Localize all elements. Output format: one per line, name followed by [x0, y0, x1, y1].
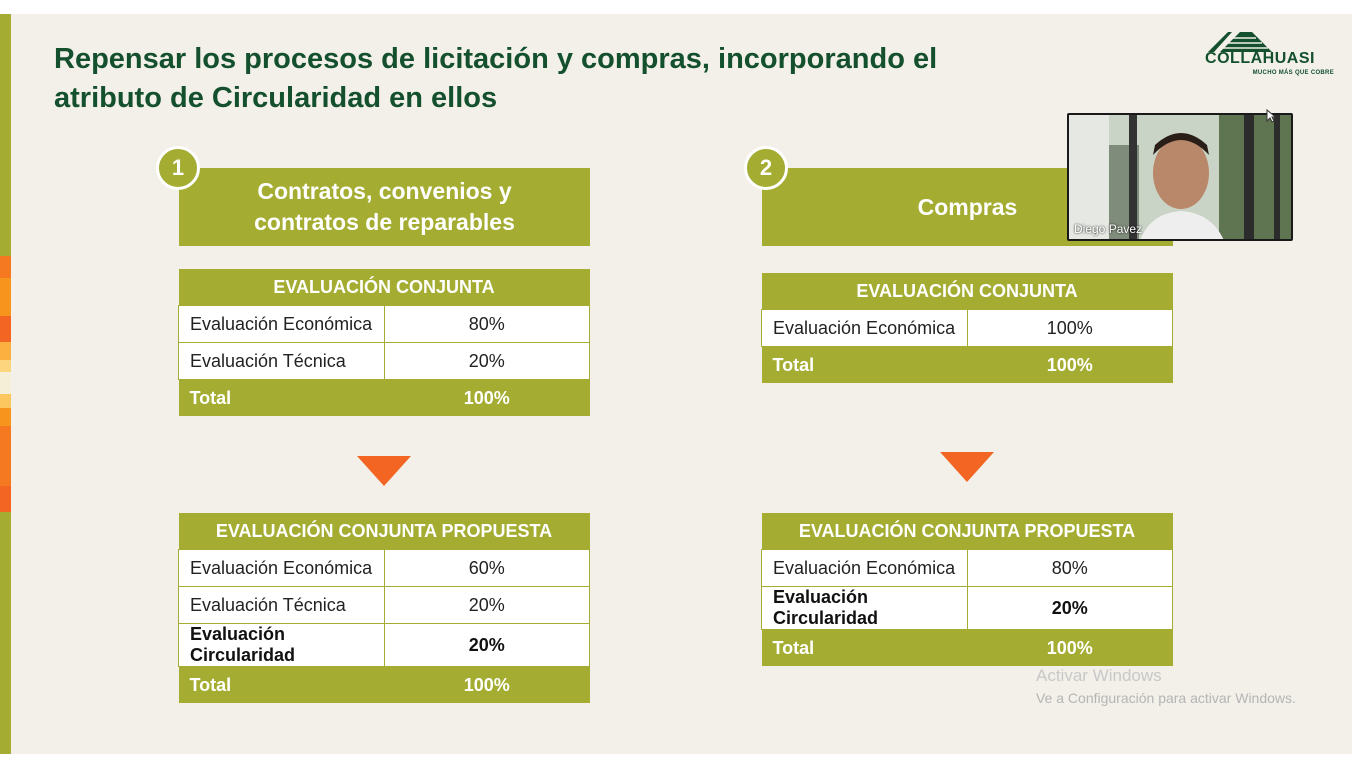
row-value: 80% — [383, 305, 590, 343]
mouse-cursor-icon — [1266, 109, 1276, 123]
row-value: 80% — [966, 549, 1173, 587]
section2-current-table: EVALUACIÓN CONJUNTA Evaluación Económica… — [761, 273, 1173, 383]
table-row: Evaluación Técnica 20% — [178, 586, 590, 624]
slide-title: Repensar los procesos de licitación y co… — [54, 43, 938, 114]
collahuasi-logo: COLLAHUASI MUCHO MÁS QUE COBRE — [1186, 30, 1336, 80]
table-title: EVALUACIÓN CONJUNTA — [178, 269, 590, 306]
section2-down-arrow-icon — [940, 452, 994, 482]
section1-proposed-table: EVALUACIÓN CONJUNTA PROPUESTA Evaluación… — [178, 513, 590, 703]
total-label: Total — [178, 666, 384, 703]
section2-header-text: Compras — [917, 193, 1018, 220]
table-total-row: Total 100% — [761, 629, 1173, 666]
row-value: 20% — [966, 586, 1173, 630]
row-value: 20% — [383, 623, 590, 667]
row-value: 20% — [383, 586, 590, 624]
row-label: Evaluación Económica — [761, 309, 968, 347]
row-value: 60% — [383, 549, 590, 587]
row-value: 20% — [383, 342, 590, 380]
section1-header: Contratos, convenios y contratos de repa… — [179, 168, 590, 246]
row-label: Evaluación Circularidad — [178, 623, 385, 667]
participant-name: Diego Pavez — [1074, 222, 1143, 236]
section2-number-badge: 2 — [744, 146, 788, 190]
total-value: 100% — [967, 346, 1173, 383]
table-row: Evaluación Circularidad 20% — [761, 586, 1173, 630]
table-total-row: Total 100% — [178, 666, 590, 703]
table-total-row: Total 100% — [761, 346, 1173, 383]
section2-proposed-table: EVALUACIÓN CONJUNTA PROPUESTA Evaluación… — [761, 513, 1173, 666]
activation-watermark-title: Activar Windows — [1036, 666, 1162, 685]
row-label: Evaluación Circularidad — [761, 586, 968, 630]
table-title: EVALUACIÓN CONJUNTA PROPUESTA — [761, 513, 1173, 550]
table-row: Evaluación Económica 100% — [761, 309, 1173, 347]
table-row: Evaluación Económica 80% — [178, 305, 590, 343]
table-total-row: Total 100% — [178, 379, 590, 416]
top-margin — [0, 0, 1366, 14]
row-label: Evaluación Económica — [178, 305, 385, 343]
participant-video-image — [1069, 115, 1291, 239]
total-label: Total — [178, 379, 384, 416]
total-label: Total — [761, 346, 967, 383]
table-title: EVALUACIÓN CONJUNTA — [761, 273, 1173, 310]
total-value: 100% — [384, 379, 590, 416]
row-value: 100% — [966, 309, 1173, 347]
logo-tagline: MUCHO MÁS QUE COBRE — [1252, 70, 1334, 76]
section1-number-badge: 1 — [156, 146, 200, 190]
row-label: Evaluación Económica — [761, 549, 968, 587]
section1-current-table: EVALUACIÓN CONJUNTA Evaluación Económica… — [178, 269, 590, 416]
total-value: 100% — [967, 629, 1173, 666]
row-label: Evaluación Técnica — [178, 342, 385, 380]
presentation-slide: Repensar los procesos de licitación y co… — [0, 14, 1352, 754]
left-accent-bar — [0, 14, 11, 754]
activation-watermark-subtitle: Ve a Configuración para activar Windows. — [1036, 690, 1296, 706]
table-row: Evaluación Económica 80% — [761, 549, 1173, 587]
participant-video-thumbnail[interactable]: Diego Pavez — [1067, 113, 1293, 241]
logo-mountain-icon — [1208, 32, 1272, 52]
section1-down-arrow-icon — [357, 456, 411, 486]
table-row: Evaluación Circularidad 20% — [178, 623, 590, 667]
total-label: Total — [761, 629, 967, 666]
table-row: Evaluación Técnica 20% — [178, 342, 590, 380]
table-row: Evaluación Económica 60% — [178, 549, 590, 587]
row-label: Evaluación Técnica — [178, 586, 385, 624]
row-label: Evaluación Económica — [178, 549, 385, 587]
total-value: 100% — [384, 666, 590, 703]
section1-header-text: Contratos, convenios y contratos de repa… — [254, 178, 515, 235]
logo-name: COLLAHUASI — [1205, 50, 1315, 67]
table-title: EVALUACIÓN CONJUNTA PROPUESTA — [178, 513, 590, 550]
